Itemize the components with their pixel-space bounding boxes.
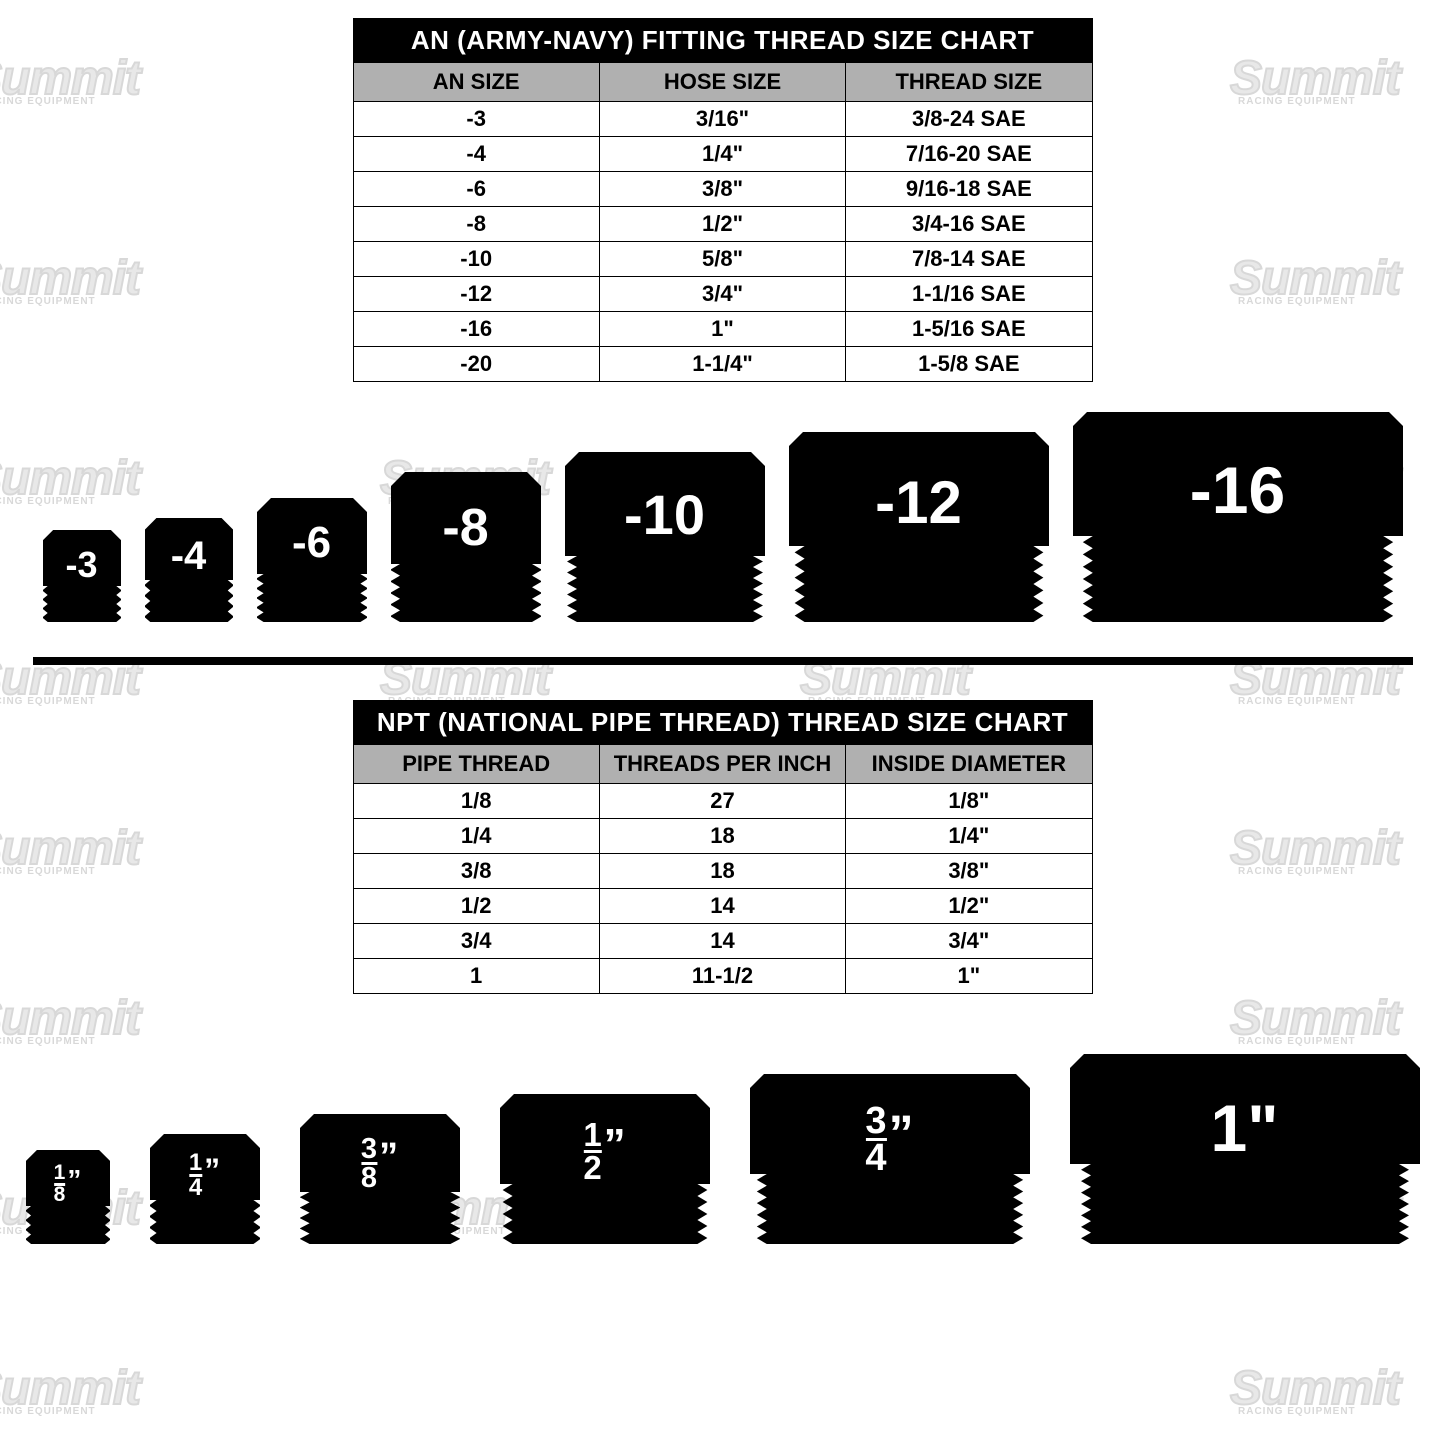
fitting-label: 18” [54, 1164, 82, 1205]
divider [33, 657, 1413, 665]
table-cell: -3 [353, 102, 599, 137]
fitting-label: -4 [171, 534, 207, 579]
table-cell: 3/8-24 SAE [846, 102, 1092, 137]
table-cell: -10 [353, 242, 599, 277]
fitting-label: -16 [1190, 452, 1285, 528]
table-cell: 7/16-20 SAE [846, 137, 1092, 172]
fitting-label: -12 [875, 468, 962, 537]
an-table: AN (ARMY-NAVY) FITTING THREAD SIZE CHART… [0, 18, 1445, 382]
fitting-label: 34” [865, 1104, 913, 1175]
table-cell: 3/4 [353, 924, 599, 959]
table-row: 111-1/21" [353, 959, 1092, 994]
fitting-shape: -8 [391, 472, 541, 622]
fitting-shape: 34” [750, 1074, 1030, 1244]
table-cell: 1/4" [846, 819, 1092, 854]
table-cell: -20 [353, 347, 599, 382]
fitting-label: 38” [361, 1136, 398, 1191]
npt-fittings-row: 18” 14” 38” 12” 34” 1" [0, 1054, 1445, 1244]
fitting-shape: 38” [300, 1114, 460, 1244]
table-cell: 1/4" [599, 137, 845, 172]
table-cell: 1/8 [353, 784, 599, 819]
table-cell: 18 [599, 819, 845, 854]
table-cell: 1/2" [846, 889, 1092, 924]
fitting-label: 1" [1211, 1090, 1279, 1166]
table-cell: 9/16-18 SAE [846, 172, 1092, 207]
table-cell: 3/8" [599, 172, 845, 207]
npt-table: NPT (NATIONAL PIPE THREAD) THREAD SIZE C… [0, 700, 1445, 994]
table-header: INSIDE DIAMETER [846, 745, 1092, 784]
table-cell: -6 [353, 172, 599, 207]
table-cell: 1" [599, 312, 845, 347]
table-row: -63/8"9/16-18 SAE [353, 172, 1092, 207]
fitting-label: -6 [292, 518, 331, 568]
table-cell: 1 [353, 959, 599, 994]
fitting-shape: -12 [789, 432, 1049, 622]
table-row: -33/16"3/8-24 SAE [353, 102, 1092, 137]
an-fittings-row: -3 -4 -6 -8 -10 -12 -16 [0, 412, 1445, 622]
table-row: -105/8"7/8-14 SAE [353, 242, 1092, 277]
table-row: -161"1-5/16 SAE [353, 312, 1092, 347]
fitting-shape: -3 [43, 530, 121, 622]
table-cell: -16 [353, 312, 599, 347]
table-cell: -4 [353, 137, 599, 172]
fitting-shape: -4 [145, 518, 233, 622]
table-title: AN (ARMY-NAVY) FITTING THREAD SIZE CHART [353, 19, 1092, 63]
fitting-shape: 12” [500, 1094, 710, 1244]
table-row: -201-1/4"1-5/8 SAE [353, 347, 1092, 382]
table-cell: 7/8-14 SAE [846, 242, 1092, 277]
fitting-shape: 14” [150, 1134, 260, 1244]
table-row: -123/4"1-1/16 SAE [353, 277, 1092, 312]
table-cell: 1-5/8 SAE [846, 347, 1092, 382]
table-header: THREADS PER INCH [599, 745, 845, 784]
fitting-shape: -16 [1073, 412, 1403, 622]
table-row: -41/4"7/16-20 SAE [353, 137, 1092, 172]
table-header: HOSE SIZE [599, 63, 845, 102]
table-cell: 1/2 [353, 889, 599, 924]
fitting-shape: 18” [26, 1150, 110, 1244]
table-cell: 18 [599, 854, 845, 889]
fitting-label: 12” [583, 1120, 625, 1182]
table-row: 3/8183/8" [353, 854, 1092, 889]
table-cell: 3/8 [353, 854, 599, 889]
table-row: 1/8271/8" [353, 784, 1092, 819]
table-row: 3/4143/4" [353, 924, 1092, 959]
watermark: SummitRACING EQUIPMENT [1230, 1370, 1400, 1417]
table-cell: 1-1/4" [599, 347, 845, 382]
table-title: NPT (NATIONAL PIPE THREAD) THREAD SIZE C… [353, 701, 1092, 745]
table-cell: 5/8" [599, 242, 845, 277]
fitting-shape: 1" [1070, 1054, 1420, 1244]
table-header: THREAD SIZE [846, 63, 1092, 102]
table-row: -81/2"3/4-16 SAE [353, 207, 1092, 242]
table-cell: 3/16" [599, 102, 845, 137]
table-cell: 1/8" [846, 784, 1092, 819]
table-cell: 1-5/16 SAE [846, 312, 1092, 347]
table-cell: 3/4" [846, 924, 1092, 959]
table-cell: 1/2" [599, 207, 845, 242]
table-cell: 1" [846, 959, 1092, 994]
fitting-shape: -10 [565, 452, 765, 622]
table-cell: 3/4" [599, 277, 845, 312]
table-row: 1/2141/2" [353, 889, 1092, 924]
fitting-label: -10 [624, 482, 705, 547]
table-cell: 14 [599, 889, 845, 924]
fitting-label: -3 [65, 544, 97, 586]
table-cell: -8 [353, 207, 599, 242]
table-cell: 1/4 [353, 819, 599, 854]
table-header: AN SIZE [353, 63, 599, 102]
table-cell: 3/4-16 SAE [846, 207, 1092, 242]
table-cell: 3/8" [846, 854, 1092, 889]
fitting-shape: -6 [257, 498, 367, 622]
table-cell: 14 [599, 924, 845, 959]
table-cell: 11-1/2 [599, 959, 845, 994]
table-row: 1/4181/4" [353, 819, 1092, 854]
table-cell: 1-1/16 SAE [846, 277, 1092, 312]
fitting-label: 14” [189, 1152, 220, 1198]
fitting-label: -8 [442, 498, 488, 558]
table-cell: -12 [353, 277, 599, 312]
table-cell: 27 [599, 784, 845, 819]
watermark: SummitRACING EQUIPMENT [0, 1370, 140, 1417]
table-header: PIPE THREAD [353, 745, 599, 784]
